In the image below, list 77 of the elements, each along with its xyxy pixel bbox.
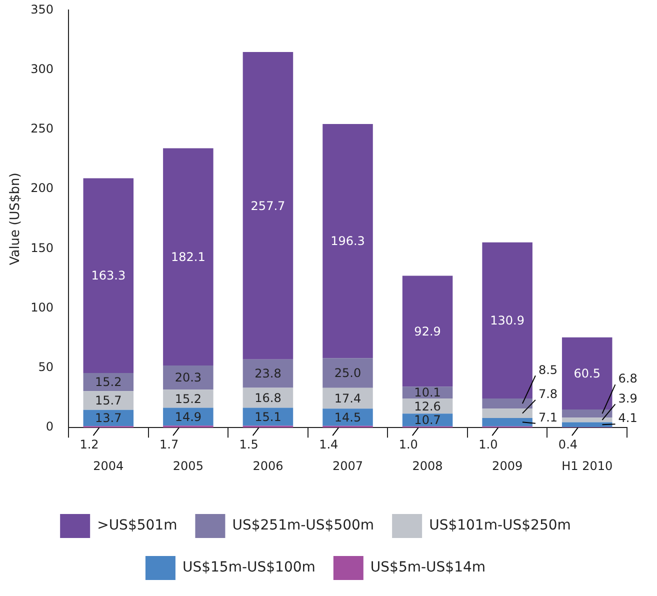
data-label: 8.5 xyxy=(538,362,558,377)
data-label: 1.4 xyxy=(319,438,338,452)
y-tick-label: 250 xyxy=(30,122,54,136)
bar xyxy=(163,390,214,408)
bar xyxy=(322,408,373,426)
data-label: 257.7 xyxy=(250,198,286,213)
bar xyxy=(242,359,294,388)
x-tick-label: 2004 xyxy=(93,458,124,473)
data-label: 15.7 xyxy=(95,394,122,408)
y-axis-title: Value (US$bn) xyxy=(8,172,24,266)
bar xyxy=(482,408,532,418)
data-label: 60.5 xyxy=(574,366,600,381)
legend-label: >US$501m xyxy=(97,518,178,534)
data-label: 15.1 xyxy=(254,410,282,424)
data-label: 14.5 xyxy=(334,410,362,424)
data-label: 14.9 xyxy=(174,410,202,424)
y-tick-label: 0 xyxy=(46,420,54,434)
legend-label: US$101m-US$250m xyxy=(429,518,571,534)
bar xyxy=(322,124,373,358)
x-tick-label: 2008 xyxy=(412,458,443,473)
data-label: 10.7 xyxy=(414,413,441,428)
data-label: 15.2 xyxy=(95,375,122,390)
x-tick-label: 2005 xyxy=(172,458,204,473)
bar xyxy=(322,358,373,388)
legend-label: US$5m-US$14m xyxy=(370,560,486,576)
data-label: 1.5 xyxy=(239,438,258,452)
data-label: 13.7 xyxy=(95,411,122,426)
data-label: 12.6 xyxy=(414,399,441,414)
data-label: 130.9 xyxy=(490,314,524,328)
data-label: 4.1 xyxy=(618,411,638,426)
bar xyxy=(242,52,294,360)
y-tick-label: 100 xyxy=(30,300,54,314)
data-label: 7.8 xyxy=(538,387,558,402)
data-label: 0.4 xyxy=(558,438,578,452)
y-tick-label: 150 xyxy=(30,240,54,255)
data-label: 182.1 xyxy=(171,250,206,264)
y-tick-label: 350 xyxy=(30,2,54,16)
data-label: 163.3 xyxy=(91,268,126,283)
data-label: 1.0 xyxy=(478,438,498,452)
data-label: 6.8 xyxy=(618,372,638,386)
legend-label: US$251m-US$500m xyxy=(232,518,374,534)
bar xyxy=(562,418,612,422)
y-tick-label: 200 xyxy=(30,181,54,196)
data-label: 196.3 xyxy=(330,234,365,248)
bar xyxy=(562,422,612,428)
bar xyxy=(562,409,612,418)
data-label: 1.7 xyxy=(160,438,179,452)
data-label: 15.2 xyxy=(174,392,202,406)
x-tick-label: 2007 xyxy=(332,458,364,473)
data-label: 3.9 xyxy=(618,391,638,406)
x-tick-label: 2006 xyxy=(252,458,284,473)
y-tick-label: 50 xyxy=(38,360,54,374)
data-label: 25.0 xyxy=(334,366,362,380)
data-label: 20.3 xyxy=(174,370,202,385)
bar xyxy=(402,276,453,387)
bar xyxy=(482,398,532,409)
bar xyxy=(322,388,373,409)
bar xyxy=(83,391,134,410)
data-label: 16.8 xyxy=(254,390,282,405)
bar xyxy=(163,148,214,366)
data-label: 23.8 xyxy=(254,366,282,381)
bar xyxy=(163,365,214,390)
data-label: 1.0 xyxy=(398,438,418,452)
bar xyxy=(242,408,294,426)
data-label: 7.1 xyxy=(538,410,558,425)
data-label: 1.2 xyxy=(80,438,99,452)
data-label: 92.9 xyxy=(414,324,441,338)
bar xyxy=(83,178,134,373)
bar xyxy=(562,337,612,410)
bar xyxy=(482,242,532,398)
data-label: 10.1 xyxy=(414,386,441,400)
legend-label: US$15m-US$100m xyxy=(182,560,316,576)
bar xyxy=(482,418,532,426)
y-tick-label: 300 xyxy=(30,62,54,76)
data-label: 17.4 xyxy=(334,391,362,406)
x-tick-label: 2009 xyxy=(492,458,523,473)
x-tick-label: H1 2010 xyxy=(562,458,613,473)
